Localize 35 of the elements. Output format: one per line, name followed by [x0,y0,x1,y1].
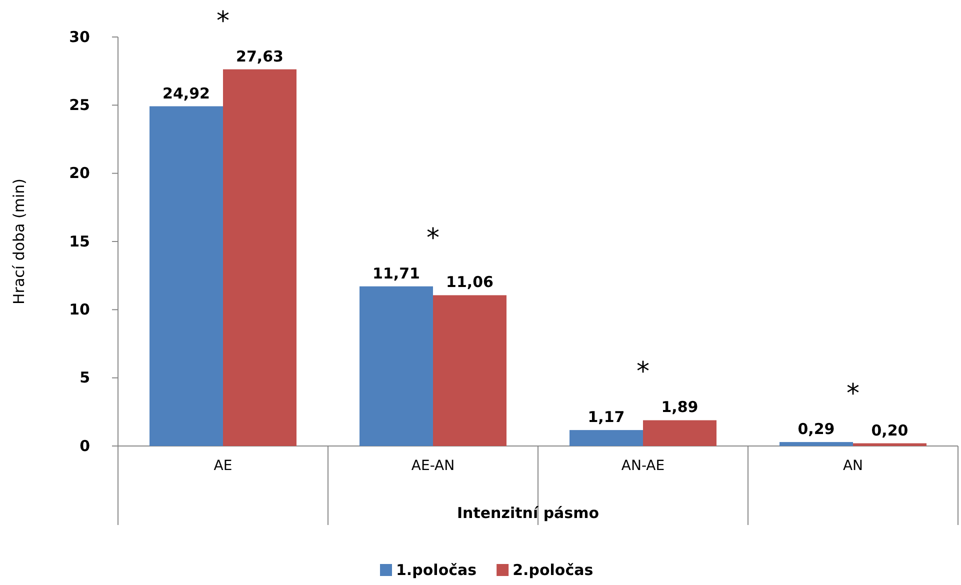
data-label: 0,20 [871,421,908,440]
y-tick-label: 10 [69,300,90,318]
bar [150,106,223,446]
data-label: 27,63 [236,47,284,66]
y-tick-label: 25 [69,96,90,114]
x-tick-label: AE [214,458,232,474]
data-label: 1,17 [588,408,625,426]
y-axis-title: Hrací doba (min) [10,178,28,304]
x-axis-title: Intenzitní pásmo [456,504,600,522]
annotation: * [846,379,860,410]
bar [360,286,433,446]
legend-label: 2.poločas [512,561,594,579]
bar [780,442,853,446]
data-label: 24,92 [162,84,210,102]
y-tick-label: 30 [69,28,90,46]
annotation: * [636,357,650,388]
legend-label: 1.poločas [396,561,477,579]
data-label: 1,89 [661,398,698,416]
x-tick-label: AE-AN [411,458,455,474]
x-tick-label: AN-AE [621,458,665,474]
data-label: 0,29 [798,420,835,438]
data-label: 11,06 [446,273,494,292]
y-tick-label: 5 [80,368,90,387]
annotation: * [426,223,440,254]
bar [570,430,643,446]
bar [643,420,716,446]
bar [433,295,506,446]
bar [853,443,926,446]
y-tick-label: 20 [69,164,90,182]
text: * [216,6,230,36]
x-tick-label: AN [842,458,864,474]
data-label: 11,71 [372,264,420,282]
y-tick-label: 15 [69,232,90,250]
bar [223,69,296,446]
y-tick-label: 0 [80,436,90,455]
